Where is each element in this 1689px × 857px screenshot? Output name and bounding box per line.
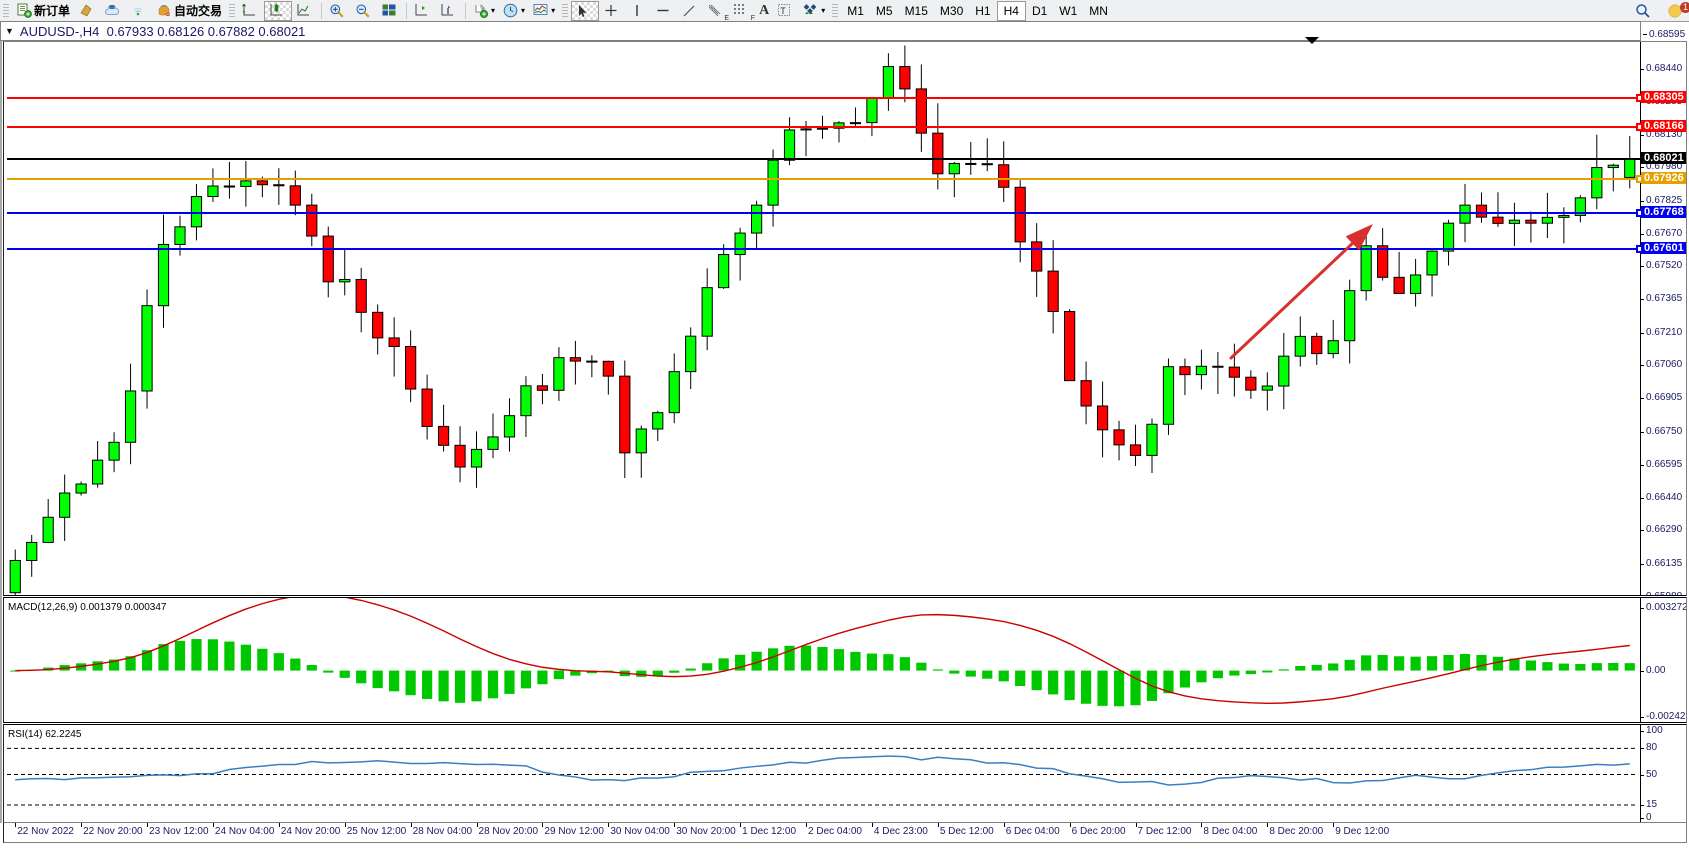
svg-text:T: T: [780, 6, 786, 16]
